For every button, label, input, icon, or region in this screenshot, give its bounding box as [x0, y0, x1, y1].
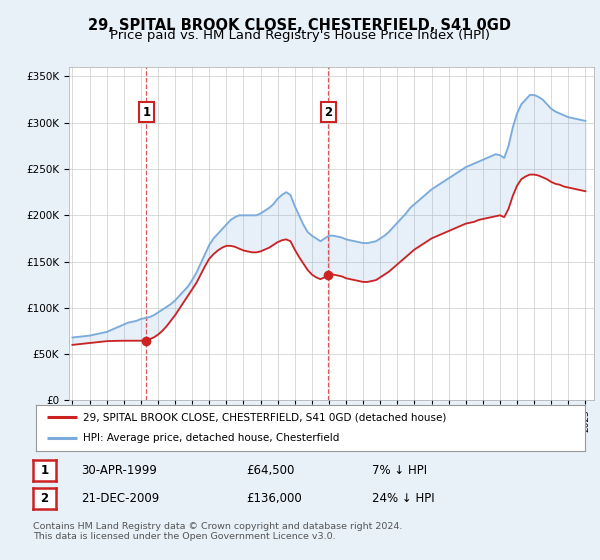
Text: 2: 2 [40, 492, 49, 505]
Text: 30-APR-1999: 30-APR-1999 [81, 464, 157, 477]
Text: Contains HM Land Registry data © Crown copyright and database right 2024.
This d: Contains HM Land Registry data © Crown c… [33, 522, 403, 542]
Text: 29, SPITAL BROOK CLOSE, CHESTERFIELD, S41 0GD: 29, SPITAL BROOK CLOSE, CHESTERFIELD, S4… [89, 18, 511, 33]
Text: HPI: Average price, detached house, Chesterfield: HPI: Average price, detached house, Ches… [83, 433, 339, 444]
Text: Price paid vs. HM Land Registry's House Price Index (HPI): Price paid vs. HM Land Registry's House … [110, 29, 490, 42]
Text: 2: 2 [325, 106, 332, 119]
Text: 29, SPITAL BROOK CLOSE, CHESTERFIELD, S41 0GD (detached house): 29, SPITAL BROOK CLOSE, CHESTERFIELD, S4… [83, 412, 446, 422]
Text: £136,000: £136,000 [246, 492, 302, 505]
Text: 7% ↓ HPI: 7% ↓ HPI [372, 464, 427, 477]
Text: 24% ↓ HPI: 24% ↓ HPI [372, 492, 434, 505]
Text: 1: 1 [40, 464, 49, 477]
Text: 21-DEC-2009: 21-DEC-2009 [81, 492, 159, 505]
Text: 1: 1 [142, 106, 151, 119]
Text: £64,500: £64,500 [246, 464, 295, 477]
